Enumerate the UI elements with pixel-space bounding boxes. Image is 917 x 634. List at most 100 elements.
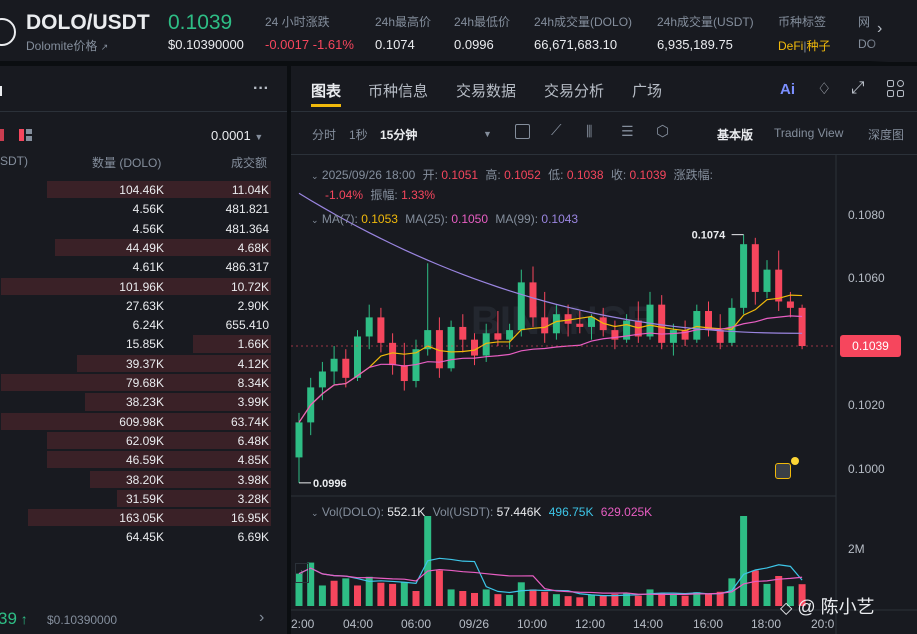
settings-list-icon[interactable]: ☰ (621, 123, 634, 139)
tab-trade-analysis[interactable]: 交易分析 (544, 83, 605, 100)
tab-chart[interactable]: 图表 (311, 83, 342, 100)
volume-bar (634, 595, 642, 606)
ma7-label: MA(7): (321, 212, 358, 226)
time-axis-tick: 04:00 (343, 617, 374, 631)
more-icon[interactable]: ··· (253, 80, 269, 97)
price-axis-tick: 0.1060 (848, 271, 885, 286)
depth-bar (28, 509, 271, 527)
volume-bar (705, 594, 712, 606)
ask-row[interactable]: 4.56K 481.364 (0, 219, 287, 238)
indicator-icon[interactable]: ⟋ (551, 122, 562, 139)
tag-defi[interactable]: DeFi (778, 39, 804, 53)
ma25-line (298, 315, 803, 423)
depth-bar (84, 393, 271, 411)
candle (447, 326, 455, 369)
calendar-icon[interactable] (515, 124, 530, 139)
interval-1s[interactable]: 1秒 (349, 128, 368, 142)
tab-square[interactable]: 广场 (632, 83, 663, 100)
tag-seed[interactable]: 种子 (806, 39, 831, 53)
ask-row[interactable]: 4.61K 486.317 (0, 257, 287, 276)
coin-logo (0, 18, 16, 46)
ask-row[interactable]: 6.24K 655.410 (0, 315, 287, 334)
coin-name-link[interactable]: Dolomite价格 ↗ (26, 37, 108, 54)
bell-icon[interactable]: ♢ (817, 81, 832, 98)
ask-qty: 609.98K (119, 414, 164, 429)
volume-bar (318, 585, 326, 606)
pair-title[interactable]: DOLO/USDT (26, 11, 150, 34)
ask-row[interactable]: 15.85K 1.66K (0, 334, 287, 353)
candle (669, 330, 677, 343)
price-axis-tick: 0.1080 (848, 207, 885, 222)
interval-time[interactable]: 分时 (312, 128, 337, 142)
precision-select[interactable]: 0.0001 ▼ (211, 128, 263, 143)
ask-qty: 4.56K (132, 221, 164, 236)
ask-row[interactable]: 38.23K 3.99K (0, 392, 287, 411)
ask-row[interactable]: 163.05K 16.95K (0, 508, 287, 527)
ask-row[interactable]: 62.09K 6.48K (0, 431, 287, 450)
ask-row[interactable]: 39.37K 4.12K (0, 354, 287, 373)
author-watermark: ◇ @ 陈小艺 (780, 593, 875, 619)
collapse-ma-icon[interactable]: ⌄ (311, 215, 319, 225)
candle (798, 307, 806, 347)
interval-15m[interactable]: 15分钟 (380, 128, 418, 142)
ask-total: 16.95K (230, 511, 269, 526)
drawing-tools-icon[interactable]: ⬡ (656, 123, 670, 140)
notification-badge-icon[interactable] (775, 463, 791, 479)
volume-bar (459, 591, 467, 606)
expand-icon[interactable]: ⤢ (851, 78, 865, 97)
volume-bar (740, 516, 748, 606)
volume-bar (763, 583, 771, 606)
ai-icon[interactable]: Ai (780, 81, 795, 98)
volume-bar (400, 582, 408, 606)
tab-coin-info[interactable]: 币种信息 (368, 83, 429, 100)
ask-row[interactable]: 101.96K 10.72K (0, 277, 287, 296)
orderbook-more-button[interactable]: › (259, 609, 265, 626)
ask-row[interactable]: 609.98K 63.74K (0, 412, 287, 431)
collapse-vol-icon[interactable]: ⌄ (311, 508, 319, 518)
ask-row[interactable]: 46.59K 4.85K (0, 450, 287, 469)
volume-bar (669, 594, 677, 606)
low-marker-label: 0.0996 (313, 478, 347, 490)
ask-qty: 163.05K (119, 511, 164, 526)
ask-row[interactable]: 79.68K 8.34K (0, 373, 287, 392)
orderbook-layout-icon[interactable] (19, 129, 32, 141)
volume-bar (354, 585, 361, 606)
ask-row[interactable]: 64.45K 6.69K (0, 527, 287, 546)
change-pct-label: 涨跌幅: (673, 168, 713, 182)
ask-total: 481.364 (225, 221, 269, 236)
volume-bar (751, 570, 759, 606)
ask-row[interactable]: 4.56K 481.821 (0, 199, 287, 218)
candle-style-icon[interactable]: ⫼ (586, 123, 593, 139)
volume-bar (611, 594, 619, 606)
ma7-line (298, 294, 803, 423)
scroll-left-icon[interactable]: › (295, 563, 309, 583)
amplitude-label: 振幅: (370, 188, 398, 202)
header-scroll-right-button[interactable] (870, 0, 917, 62)
depth-bar (46, 451, 271, 469)
layout-grid-icon[interactable] (887, 80, 904, 97)
view-basic[interactable]: 基本版 (717, 128, 754, 142)
ask-row[interactable]: 38.20K 3.98K (0, 470, 287, 489)
volume-bar (716, 591, 724, 606)
tab-trade-data[interactable]: 交易数据 (456, 83, 517, 100)
ohlc-legend: ⌄ 2025/09/26 18:00 开: 0.1051 高: 0.1052 低… (311, 166, 811, 205)
candle (588, 317, 595, 327)
candle (611, 330, 619, 340)
last-price: 0.1039 (168, 11, 233, 34)
ask-row[interactable]: 44.49K 4.68K (0, 238, 287, 257)
view-depth[interactable]: 深度图 (868, 128, 905, 142)
ask-view-icon[interactable] (0, 129, 4, 141)
ask-row[interactable]: 31.59K 3.28K (0, 489, 287, 508)
view-tradingview[interactable]: Trading View (774, 126, 844, 140)
ask-qty: 39.37K (125, 356, 164, 371)
ask-row[interactable]: 104.46K 11.04K (0, 180, 287, 199)
orderbook-last-price: 39 ↑ (0, 609, 28, 629)
ask-total: 4.85K (237, 453, 269, 468)
interval-dropdown-icon[interactable]: ▼ (483, 129, 492, 139)
collapse-chevron-icon[interactable]: ⌄ (311, 171, 319, 181)
volume-bar (471, 592, 478, 606)
ask-row[interactable]: 27.63K 2.90K (0, 296, 287, 315)
candles (295, 234, 806, 483)
order-book-panel: ··· 0.0001 ▼ SDT) 数量 (DOLO) 成交额 104.46K 1… (0, 66, 287, 634)
